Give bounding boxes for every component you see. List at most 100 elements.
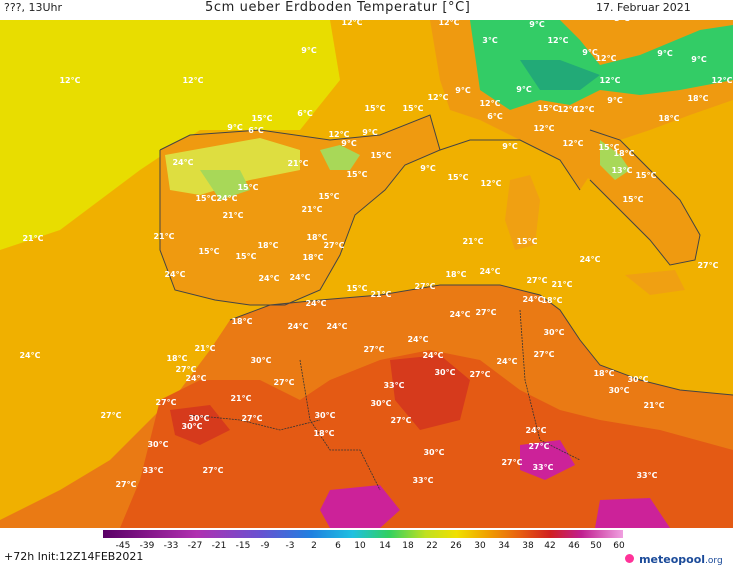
- temperature-label: 15°C: [598, 143, 619, 152]
- temperature-label: 15°C: [198, 247, 219, 256]
- hot-core-libya: [520, 440, 575, 480]
- temperature-label: 12°C: [557, 105, 578, 114]
- alps-colder-core: [520, 60, 600, 90]
- temperature-label: 15°C: [346, 170, 367, 179]
- iberia-highland: [165, 138, 300, 195]
- temperature-label: 15°C: [537, 104, 558, 113]
- temperature-label: 9°C: [529, 20, 545, 29]
- temperature-label: 9°C: [341, 139, 357, 148]
- temperature-label: 9°C: [691, 55, 707, 64]
- tick-label: 50: [590, 541, 602, 551]
- map-title: 5cm ueber Erdboden Temperatur [°C]: [205, 0, 471, 15]
- tick-label: 6: [335, 541, 341, 551]
- temperature-label: 18°C: [658, 114, 679, 123]
- temperature-label: 21°C: [22, 234, 43, 243]
- temperature-label: 18°C: [306, 233, 327, 242]
- temperature-label: 18°C: [257, 241, 278, 250]
- temperature-label: 21°C: [551, 280, 572, 289]
- temperature-label: 15°C: [402, 104, 423, 113]
- temperature-label: 9°C: [420, 164, 436, 173]
- hot-core-algeria: [390, 355, 470, 430]
- temperature-label: 27°C: [469, 370, 490, 379]
- map-canvas: 12°C12°C9°C3°C6°C9°C12°C12°C9°C12°C3°C9°…: [0, 20, 733, 528]
- temperature-label: 24°C: [19, 351, 40, 360]
- tick-label: 34: [498, 541, 510, 551]
- temperature-label: 27°C: [697, 261, 718, 270]
- tick-label: 2: [311, 541, 317, 551]
- temperature-label: 12°C: [480, 179, 501, 188]
- temperature-label: 27°C: [414, 282, 435, 291]
- temperature-label: 27°C: [526, 276, 547, 285]
- hot-core-morocco: [170, 405, 230, 445]
- temperature-label: 15°C: [251, 114, 272, 123]
- temperature-label: 24°C: [449, 310, 470, 319]
- temperature-label: 33°C: [142, 466, 163, 475]
- tick-label: -39: [139, 541, 155, 551]
- temperature-label: 30°C: [250, 356, 271, 365]
- temperature-label: 18°C: [541, 296, 562, 305]
- temperature-map: 12°C12°C9°C3°C6°C9°C12°C12°C9°C12°C3°C9°…: [0, 20, 733, 528]
- temperature-label: 12°C: [438, 20, 459, 27]
- temperature-label: 30°C: [314, 411, 335, 420]
- brand-name: meteopool: [639, 553, 706, 566]
- temperature-label: 18°C: [313, 429, 334, 438]
- valid-date: 17. Februar 2021: [596, 1, 691, 14]
- temperature-label: 15°C: [346, 284, 367, 293]
- temperature-label: 27°C: [115, 480, 136, 489]
- french-coastline: [439, 139, 581, 191]
- temperature-label: 24°C: [289, 273, 310, 282]
- temperature-label: 21°C: [153, 232, 174, 241]
- border-line-1: [299, 359, 381, 491]
- temperature-label: 12°C: [427, 93, 448, 102]
- tick-label: -9: [260, 541, 270, 551]
- temperature-label: 24°C: [479, 267, 500, 276]
- temperature-label: 12°C: [182, 76, 203, 85]
- temperature-label: 15°C: [635, 171, 656, 180]
- temperature-label: 18°C: [445, 270, 466, 279]
- temperature-label: 21°C: [643, 401, 664, 410]
- border-line-3: [189, 414, 321, 431]
- temperature-label: 15°C: [516, 237, 537, 246]
- temperature-label: 3°C: [482, 36, 498, 45]
- temperature-label: 27°C: [501, 458, 522, 467]
- temperature-label: 6°C: [487, 112, 503, 121]
- border-line-2: [519, 309, 581, 461]
- temperature-label: 30°C: [543, 328, 564, 337]
- tick-label: -33: [163, 541, 179, 551]
- temperature-label: 6°C: [297, 109, 313, 118]
- temperature-label: 27°C: [475, 308, 496, 317]
- temperature-label: 24°C: [522, 295, 543, 304]
- temperature-label: 9°C: [607, 96, 623, 105]
- temperature-label: 24°C: [164, 270, 185, 279]
- temperature-label: 30°C: [147, 440, 168, 449]
- temperature-label: 9°C: [502, 142, 518, 151]
- temperature-label: 27°C: [533, 350, 554, 359]
- temperature-label: 21°C: [230, 394, 251, 403]
- temperature-label: 21°C: [301, 205, 322, 214]
- alps-cold-zone: [470, 20, 733, 110]
- tick-label: 18: [402, 541, 414, 551]
- temperature-label: 9°C: [516, 85, 532, 94]
- tick-label: 30: [474, 541, 486, 551]
- header-bar: ???, 13Uhr 5cm ueber Erdboden Temperatur…: [0, 0, 733, 20]
- tick-label: -15: [235, 541, 251, 551]
- tick-label: 26: [450, 541, 462, 551]
- temperature-label: 24°C: [185, 374, 206, 383]
- corsica-sardinia: [505, 175, 540, 250]
- african-coastline: [229, 284, 733, 396]
- temperature-label: 18°C: [687, 94, 708, 103]
- temperature-label: 24°C: [258, 274, 279, 283]
- temperature-label: 12°C: [573, 105, 594, 114]
- temperature-label: 27°C: [363, 345, 384, 354]
- temperature-label: 21°C: [194, 344, 215, 353]
- temperature-label: 21°C: [462, 237, 483, 246]
- temperature-label: 24°C: [525, 426, 546, 435]
- temperature-label: 30°C: [370, 399, 391, 408]
- temperature-label: 12°C: [59, 76, 80, 85]
- temperature-label: 15°C: [447, 173, 468, 182]
- temperature-label: 9°C: [301, 46, 317, 55]
- temperature-label: 15°C: [370, 151, 391, 160]
- valid-time: ???, 13Uhr: [4, 1, 63, 14]
- temperature-label: 21°C: [370, 290, 391, 299]
- temperature-label: 27°C: [202, 466, 223, 475]
